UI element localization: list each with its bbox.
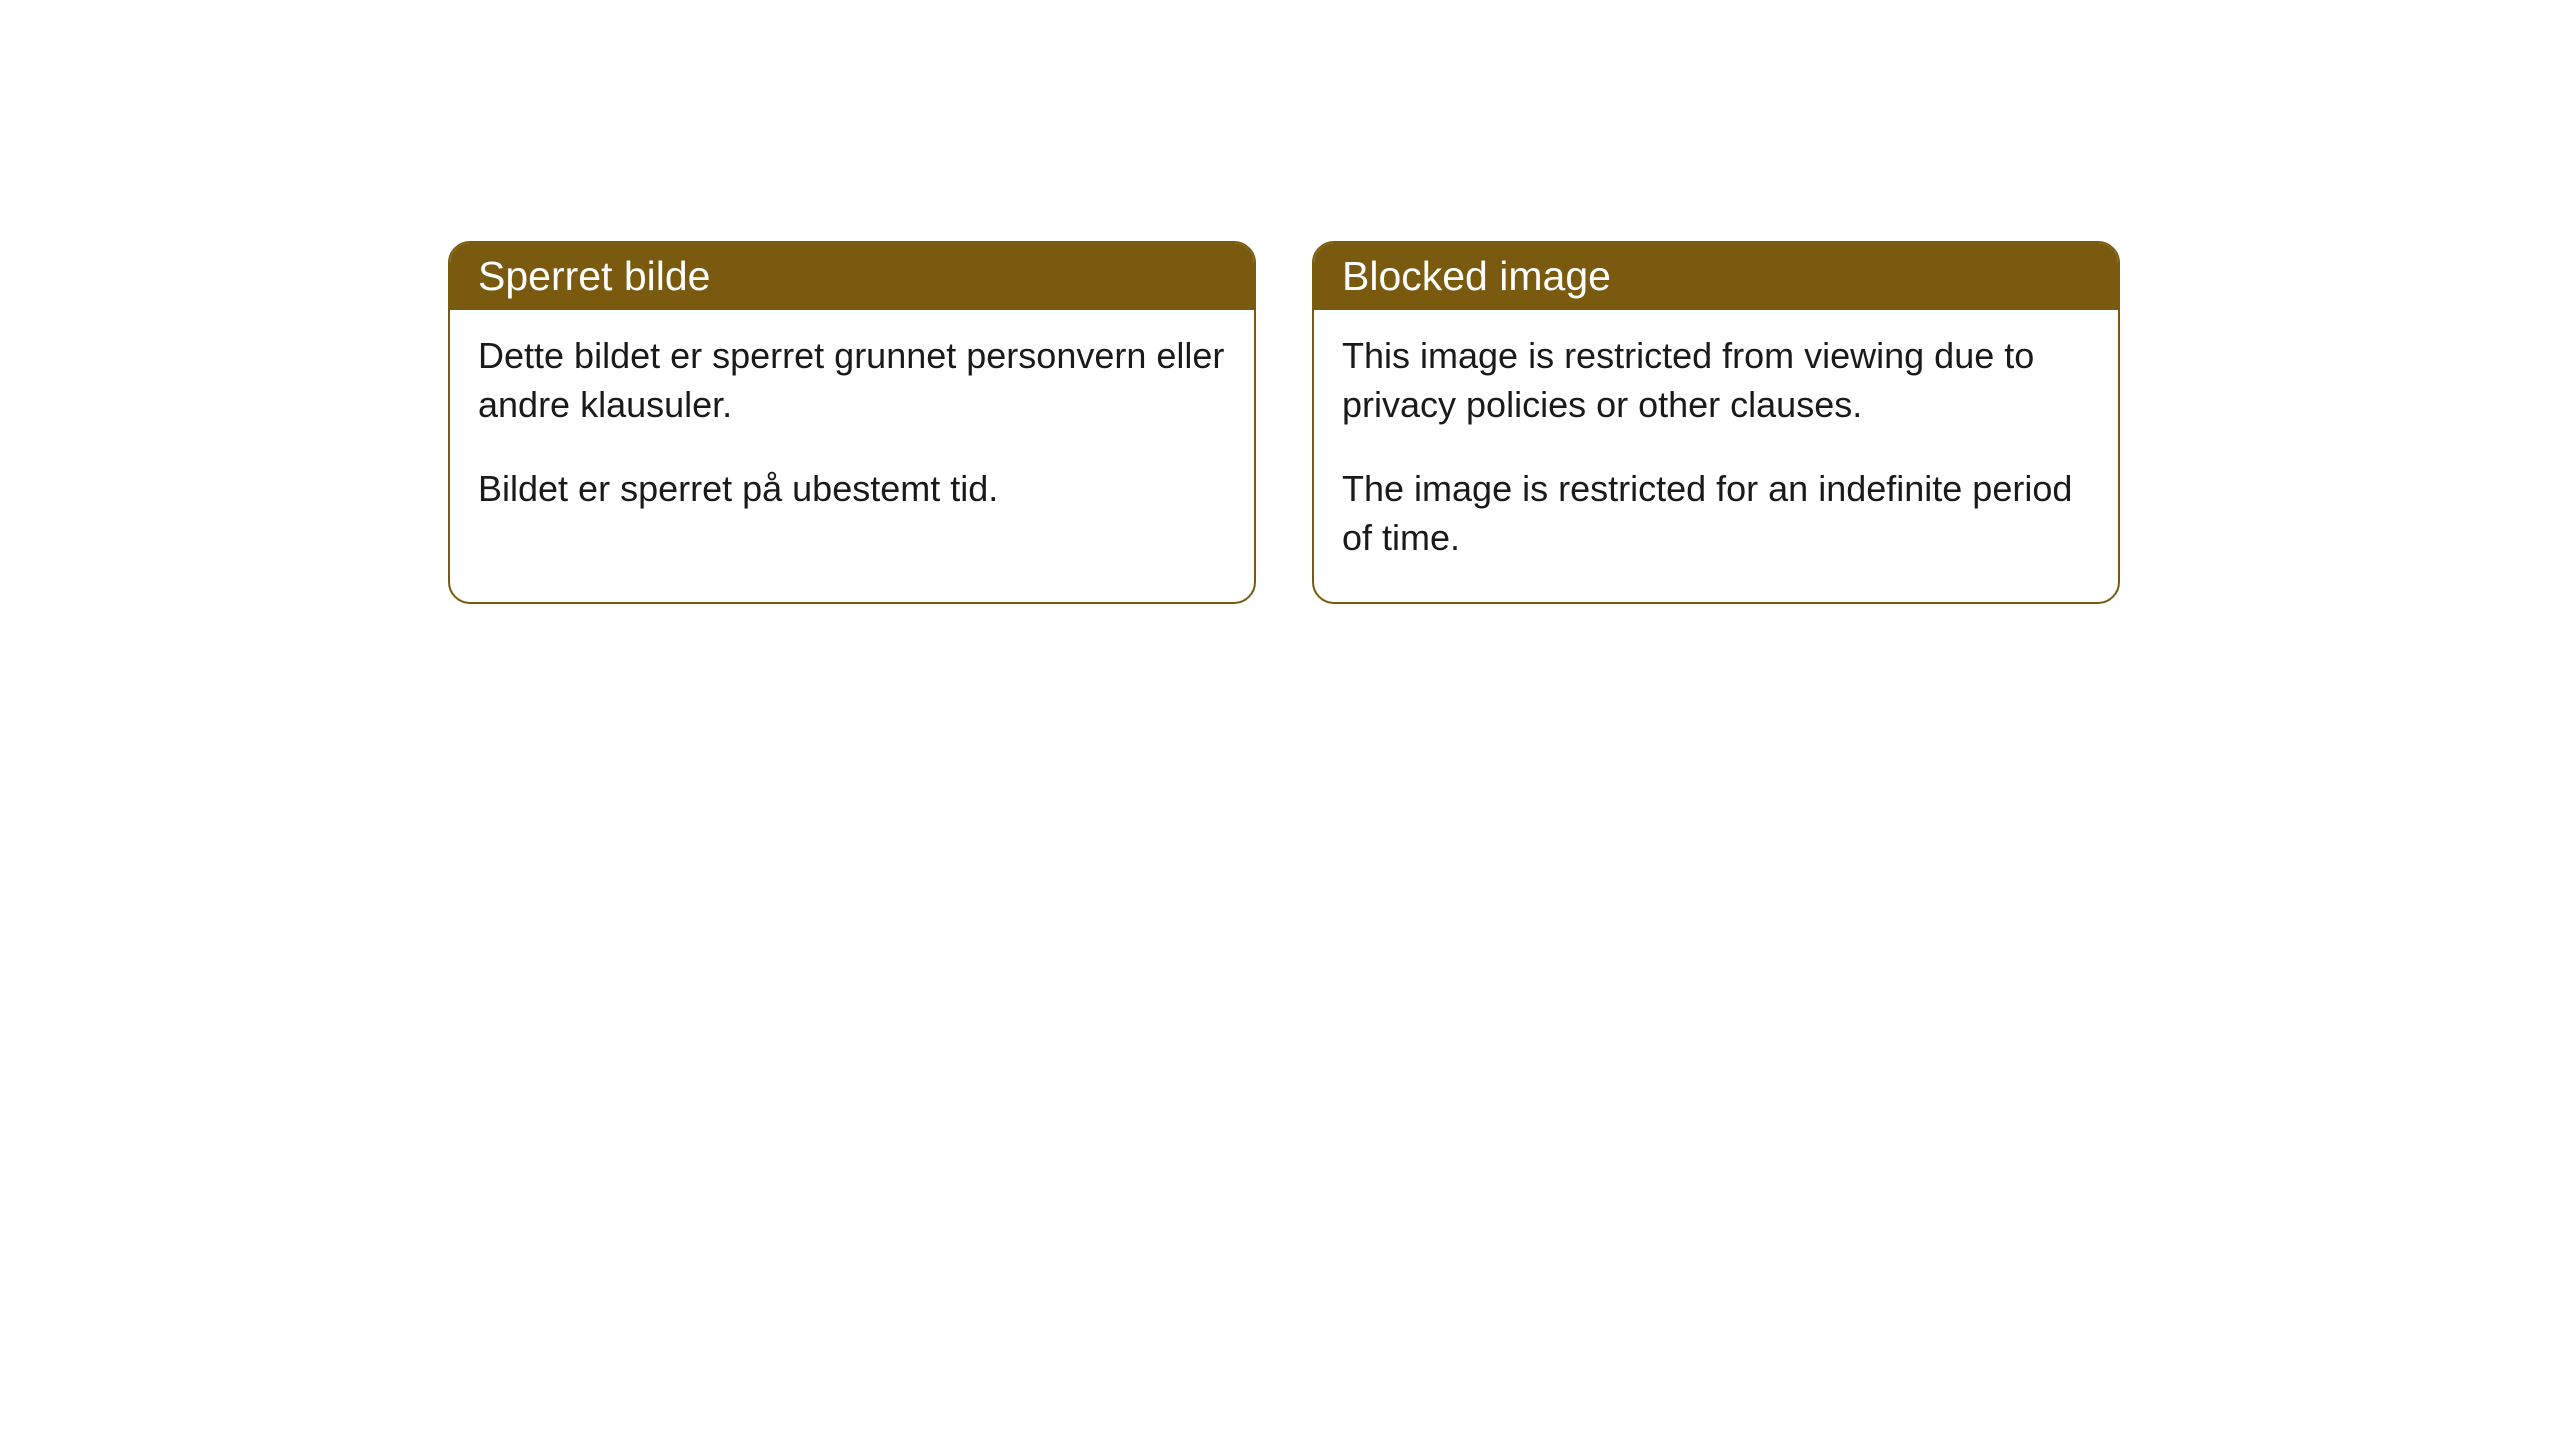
card-paragraph-1: Dette bildet er sperret grunnet personve… <box>478 332 1226 429</box>
card-paragraph-2: The image is restricted for an indefinit… <box>1342 465 2090 562</box>
card-title: Sperret bilde <box>478 253 710 299</box>
card-header: Sperret bilde <box>450 243 1254 310</box>
card-paragraph-2: Bildet er sperret på ubestemt tid. <box>478 465 1226 514</box>
blocked-image-card-english: Blocked image This image is restricted f… <box>1312 241 2120 604</box>
cards-container: Sperret bilde Dette bildet er sperret gr… <box>448 241 2120 604</box>
card-title: Blocked image <box>1342 253 1611 299</box>
blocked-image-card-norwegian: Sperret bilde Dette bildet er sperret gr… <box>448 241 1256 604</box>
card-body: Dette bildet er sperret grunnet personve… <box>450 310 1254 554</box>
card-body: This image is restricted from viewing du… <box>1314 310 2118 602</box>
card-paragraph-1: This image is restricted from viewing du… <box>1342 332 2090 429</box>
card-header: Blocked image <box>1314 243 2118 310</box>
